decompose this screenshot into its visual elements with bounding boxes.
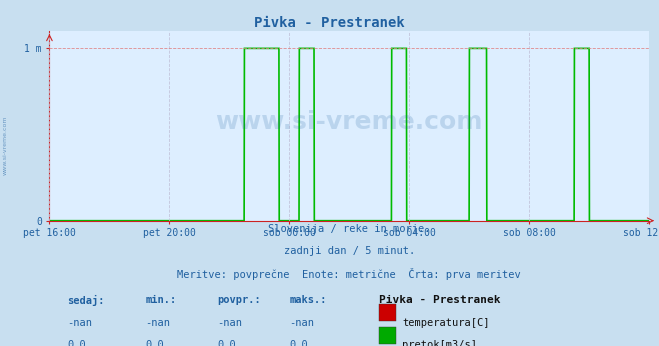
Text: 0,0: 0,0	[67, 340, 86, 346]
Bar	[380, 304, 396, 321]
Text: 0,0: 0,0	[146, 340, 164, 346]
Text: Pivka - Prestranek: Pivka - Prestranek	[254, 16, 405, 29]
Text: -nan: -nan	[146, 318, 171, 328]
Text: -nan: -nan	[289, 318, 314, 328]
Text: 0,0: 0,0	[289, 340, 308, 346]
Text: zadnji dan / 5 minut.: zadnji dan / 5 minut.	[283, 246, 415, 256]
Text: -nan: -nan	[67, 318, 92, 328]
Text: www.si-vreme.com: www.si-vreme.com	[215, 110, 483, 134]
Text: www.si-vreme.com: www.si-vreme.com	[3, 116, 8, 175]
Text: 0,0: 0,0	[217, 340, 236, 346]
Text: min.:: min.:	[146, 295, 177, 305]
Text: Meritve: povprečne  Enote: metrične  Črta: prva meritev: Meritve: povprečne Enote: metrične Črta:…	[177, 268, 521, 280]
Text: maks.:: maks.:	[289, 295, 327, 305]
Bar	[380, 327, 396, 344]
Text: temperatura[C]: temperatura[C]	[402, 318, 490, 328]
Text: Pivka - Prestranek: Pivka - Prestranek	[380, 295, 501, 305]
Text: sedaj:: sedaj:	[67, 295, 105, 306]
Text: Slovenija / reke in morje.: Slovenija / reke in morje.	[268, 224, 430, 234]
Text: -nan: -nan	[217, 318, 243, 328]
Text: povpr.:: povpr.:	[217, 295, 261, 305]
Text: pretok[m3/s]: pretok[m3/s]	[402, 340, 477, 346]
